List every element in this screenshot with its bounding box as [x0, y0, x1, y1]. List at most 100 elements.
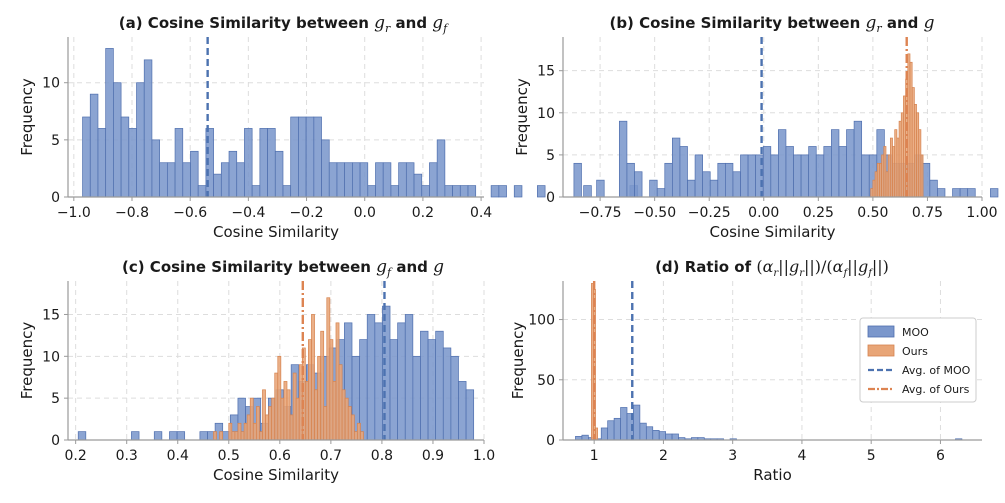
- chart-title: (b) Cosine Similarity between gr​ and g: [609, 13, 934, 35]
- bar-moo: [174, 128, 184, 198]
- bar-moo: [321, 139, 330, 198]
- bar-ours: [292, 372, 297, 441]
- x-tick-label: −0.2: [290, 205, 324, 221]
- bar-moo: [717, 162, 726, 198]
- bar-moo: [800, 154, 810, 198]
- bar-moo: [274, 150, 284, 198]
- bar-moo: [959, 188, 969, 198]
- bar-ours: [249, 397, 254, 441]
- bar-moo: [220, 162, 230, 198]
- bar-moo: [490, 185, 500, 198]
- legend-avg-ours-label: Avg. of Ours: [902, 383, 970, 396]
- bar-moo: [267, 128, 276, 198]
- y-tick-label: 10: [537, 106, 555, 122]
- bar-moo: [537, 185, 546, 198]
- bar-moo: [831, 129, 840, 198]
- bar-ours: [595, 427, 598, 441]
- panel-c: 0.2 0.3 0.4 0.5 0.6 0.7 0.8 0.9 1.0 0 5 10 15 Cosine …: [18, 257, 495, 484]
- bar-moo: [151, 139, 160, 198]
- x-tick-label: 0.8: [371, 448, 393, 464]
- x-tick-label: 2: [659, 448, 668, 464]
- bar-ours: [286, 389, 291, 441]
- bar-ours: [255, 406, 260, 441]
- bar-moo: [328, 162, 338, 198]
- x-tick-label: 4: [797, 448, 806, 464]
- x-tick-label: 0.5: [218, 448, 240, 464]
- bar-moo: [97, 128, 107, 198]
- x-tick-label: 0.6: [269, 448, 291, 464]
- bar-moo: [596, 179, 605, 198]
- bar-moo: [937, 188, 946, 198]
- y-tick-label: 50: [537, 373, 555, 389]
- bar-moo: [77, 431, 87, 441]
- bar-moo: [420, 330, 429, 441]
- bar-moo: [159, 162, 168, 198]
- legend-moo-swatch: [867, 325, 895, 338]
- bar-moo: [513, 185, 523, 198]
- bar-moo: [452, 185, 461, 198]
- bar-moo: [176, 431, 186, 441]
- bar-moo: [620, 407, 628, 441]
- legend-moo-label: MOO: [902, 326, 929, 339]
- bar-moo: [725, 162, 734, 198]
- y-tick-label: 10: [42, 349, 60, 365]
- bar-moo: [213, 173, 222, 198]
- y-tick-label: 10: [42, 76, 60, 92]
- y-axis-label: Frequency: [513, 78, 531, 156]
- bar-moo: [607, 420, 615, 441]
- x-axis-label: Cosine Similarity: [709, 223, 835, 241]
- x-tick-label: −0.50: [633, 205, 676, 221]
- bar-moo: [583, 185, 592, 198]
- bar-moo: [389, 339, 398, 441]
- bar-moo: [82, 116, 91, 198]
- panel-b: −0.75 −0.50 −0.25 0.00 0.25 0.50 0.75 1.00 0 5 10 1…: [513, 13, 999, 241]
- bar-moo: [166, 162, 176, 198]
- bar-moo: [808, 146, 817, 198]
- x-tick-label: 3: [728, 448, 737, 464]
- y-tick-label: 5: [546, 148, 555, 164]
- bar-moo: [652, 430, 660, 441]
- bar-ours: [237, 422, 242, 441]
- x-tick-label: 0.7: [320, 448, 342, 464]
- bar-ours: [268, 406, 273, 441]
- bar-ours: [320, 330, 325, 441]
- bar-moo: [793, 154, 802, 198]
- x-tick-label: 0.00: [748, 205, 779, 221]
- bar-moo: [251, 185, 261, 198]
- y-tick-label: 5: [51, 133, 60, 149]
- bar-moo: [687, 179, 696, 198]
- bar-moo: [458, 381, 467, 441]
- y-tick-label: 5: [51, 391, 60, 407]
- bar-moo: [967, 188, 976, 198]
- bar-ours: [354, 431, 358, 441]
- bar-moo: [344, 162, 353, 198]
- bar-moo: [634, 171, 643, 198]
- bar-moo: [405, 162, 415, 198]
- bar-moo: [290, 116, 299, 198]
- x-tick-label: −0.8: [115, 205, 149, 221]
- bar-moo: [429, 162, 438, 198]
- bar-moo: [131, 431, 140, 441]
- x-tick-label: 1: [590, 448, 599, 464]
- bar-moo: [412, 355, 421, 441]
- bar-ours: [274, 372, 279, 441]
- x-tick-label: 0.0: [354, 205, 376, 221]
- bar-moo: [658, 431, 666, 441]
- bar-ours: [360, 431, 364, 441]
- bar-ours: [304, 381, 309, 441]
- bar-moo: [298, 116, 307, 198]
- bar-ours: [326, 297, 331, 441]
- bar-ours: [338, 364, 343, 441]
- x-tick-label: −0.25: [688, 205, 731, 221]
- bar-ours: [332, 381, 337, 441]
- chart-title: (d) Ratio of (αr​||gr​||)/(αf​||gf​||): [655, 257, 889, 279]
- x-tick-label: 1.0: [473, 448, 495, 464]
- bar-ours: [323, 406, 328, 441]
- bar-moo: [952, 188, 961, 198]
- bar-moo: [228, 150, 238, 198]
- bar-moo: [656, 188, 666, 198]
- bar-ours: [271, 397, 276, 441]
- bar-moo: [626, 162, 635, 198]
- bar-ours: [228, 422, 233, 441]
